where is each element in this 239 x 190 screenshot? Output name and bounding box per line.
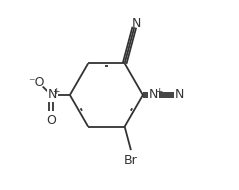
Text: N: N — [174, 88, 184, 101]
Text: Br: Br — [124, 154, 138, 167]
Text: +: + — [52, 87, 60, 96]
Text: +: + — [155, 87, 162, 96]
Text: N: N — [48, 88, 57, 101]
Text: O: O — [46, 114, 56, 127]
Text: ⁻O: ⁻O — [28, 77, 44, 89]
Text: N: N — [149, 88, 158, 101]
Text: N: N — [132, 17, 141, 30]
